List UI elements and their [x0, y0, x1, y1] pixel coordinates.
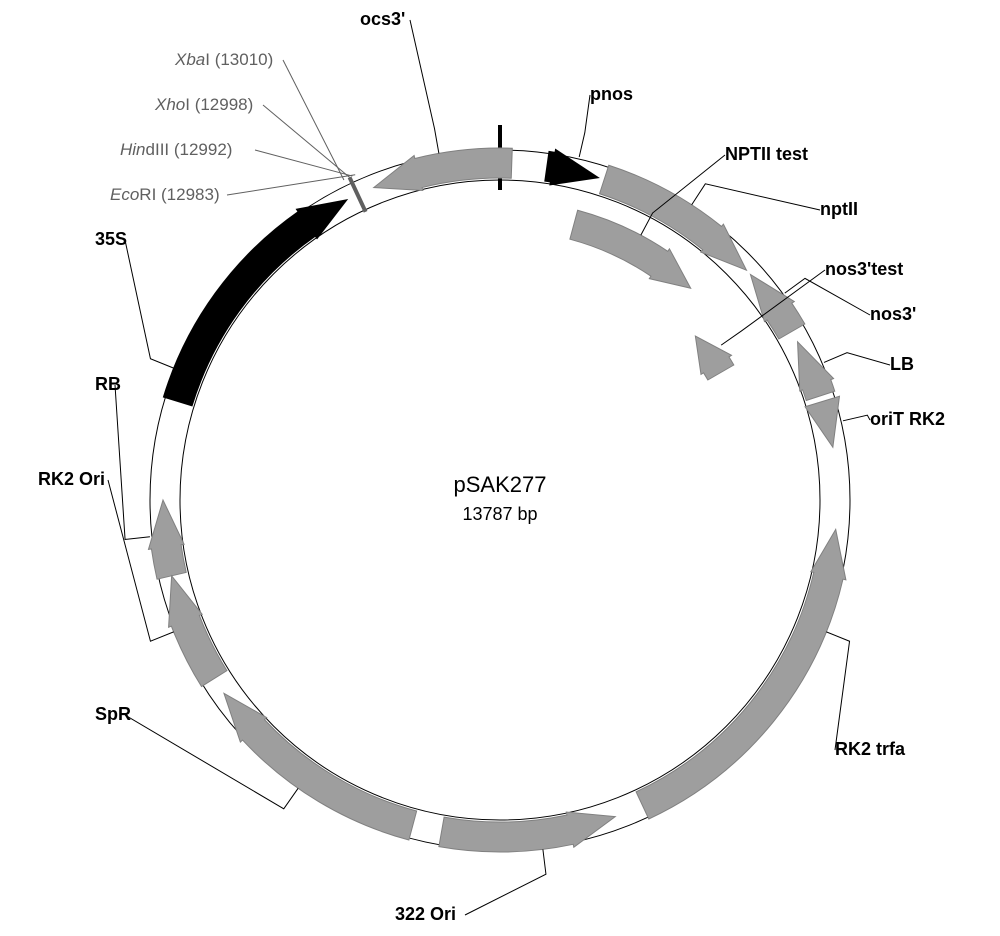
restriction-label: XhoI (12998) — [154, 95, 253, 114]
leader-line — [785, 278, 870, 315]
restriction-leader — [227, 175, 355, 195]
restriction-label: HindIII (12992) — [120, 140, 232, 159]
feature-label: NPTII test — [725, 144, 808, 164]
restriction-label: XbaI (13010) — [174, 50, 273, 69]
feature-label: RK2 Ori — [38, 469, 105, 489]
leader-line — [692, 184, 820, 210]
plasmid-size: 13787 bp — [462, 504, 537, 524]
feature-rk2-trfa — [636, 529, 846, 819]
leader-line — [826, 632, 849, 750]
feature-ocs3- — [374, 148, 513, 190]
leader-line — [824, 353, 890, 365]
feature-pnos — [545, 149, 599, 185]
restriction-leader — [283, 60, 344, 180]
feature-rk2-ori — [169, 576, 227, 687]
feature-label: nos3' — [870, 304, 916, 324]
leader-line — [579, 95, 590, 157]
feature-nos3-test — [695, 336, 733, 380]
leader-line — [843, 415, 870, 421]
feature-spr — [224, 693, 417, 840]
mcs-tick — [350, 177, 366, 211]
restriction-leader — [263, 105, 350, 177]
feature-label: LB — [890, 354, 914, 374]
feature-label: RK2 trfa — [835, 739, 906, 759]
feature-label: pnos — [590, 84, 633, 104]
feature-label: 322 Ori — [395, 904, 456, 924]
feature-label: 35S — [95, 229, 127, 249]
leader-line — [115, 385, 150, 539]
leader-line — [465, 849, 546, 915]
backbone-inner — [180, 180, 820, 820]
plasmid-map: ocs3' 35S RB RK2 Ori SpR 322 Ori RK2 trfa oriT … — [0, 0, 1000, 936]
restriction-leader — [255, 150, 352, 176]
feature-label: nptII — [820, 199, 858, 219]
feature-35s — [163, 200, 347, 406]
feature-label: oriT RK2 — [870, 409, 945, 429]
leader-line — [125, 240, 174, 368]
feature-label: ocs3' — [360, 9, 405, 29]
plasmid-name: pSAK277 — [454, 472, 547, 497]
feature-label: RB — [95, 374, 121, 394]
restriction-label: EcoRI (12983) — [110, 185, 220, 204]
feature-label: SpR — [95, 704, 131, 724]
feature-label: nos3'test — [825, 259, 903, 279]
leader-line — [410, 20, 439, 153]
